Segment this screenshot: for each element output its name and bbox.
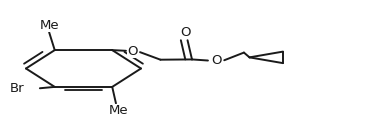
Text: O: O [180, 26, 191, 39]
Text: Me: Me [109, 104, 129, 117]
Text: Br: Br [9, 82, 24, 95]
Text: O: O [211, 54, 221, 67]
Text: O: O [127, 45, 138, 58]
Text: Me: Me [39, 19, 59, 32]
